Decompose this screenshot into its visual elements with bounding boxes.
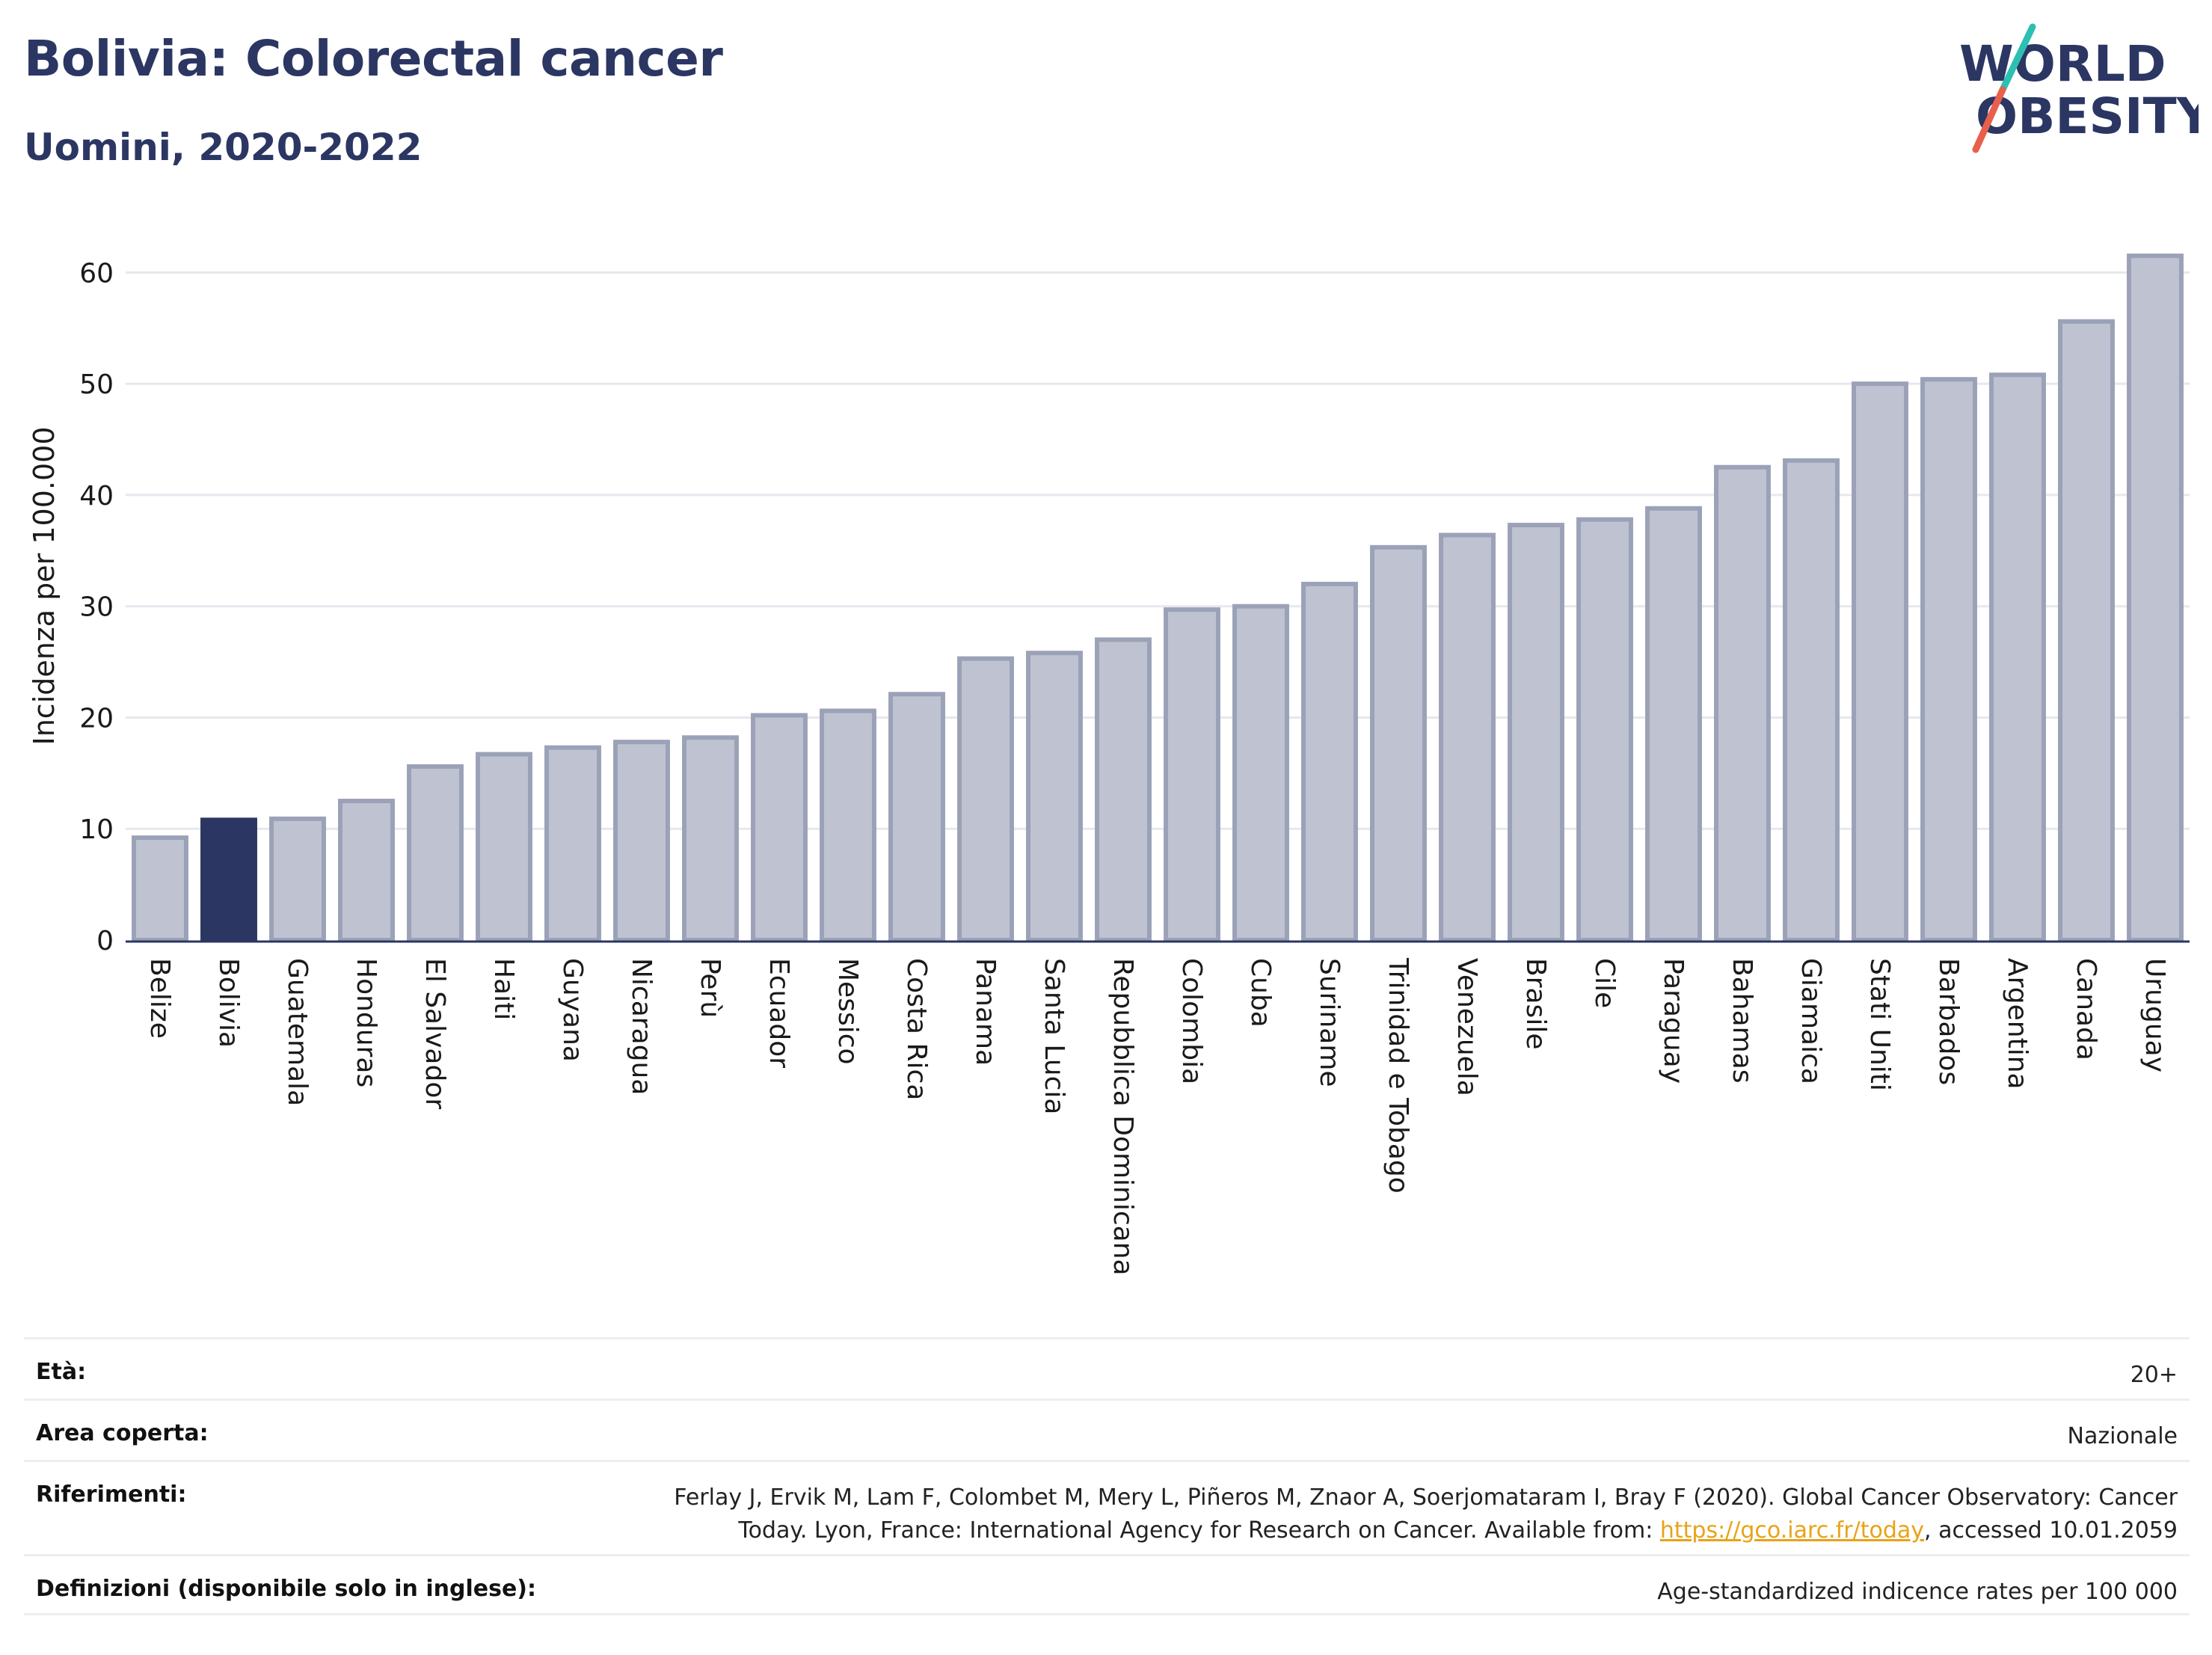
bar-haiti — [476, 752, 532, 942]
bar-trinidad-e-tobago — [1370, 544, 1427, 942]
y-tick-label: 0 — [96, 926, 114, 957]
meta-key-age: Età: — [36, 1359, 87, 1385]
x-tick-label: Cile — [1589, 958, 1620, 1008]
x-tick-label: Venezuela — [1451, 958, 1482, 1096]
gridlines — [126, 271, 2190, 830]
x-tick-label: Giamaica — [1795, 958, 1826, 1084]
bar-belize — [132, 835, 188, 943]
world-obesity-logo: WORLD OBESITY — [1959, 23, 2199, 153]
bar-guyana — [544, 745, 601, 942]
bar-cuba — [1232, 604, 1289, 942]
bar-bahamas — [1714, 464, 1771, 942]
bar-suriname — [1301, 581, 1358, 942]
y-tick-label: 60 — [79, 258, 114, 289]
meta-row-references: Riferimenti: Ferlay J, Ervik M, Lam F, C… — [24, 1460, 2190, 1554]
meta-value-area: Nazionale — [2067, 1423, 2178, 1449]
meta-row-area: Area coperta: Nazionale — [24, 1398, 2190, 1460]
bar-costa-rica — [888, 692, 945, 942]
bar-uruguay — [2127, 254, 2184, 943]
bar-chart: 0 10 20 30 40 50 60 Belize Bolivia Guatemala Hond… — [28, 254, 2190, 1276]
meta-value-age: 20+ — [2130, 1362, 2178, 1388]
x-tick-label: Suriname — [1314, 958, 1345, 1087]
bar-colombia — [1164, 607, 1220, 942]
bar-canada — [2058, 319, 2115, 942]
y-axis-label: Incidenza per 100.000 — [28, 427, 61, 746]
logo-line2: OBESITY — [1976, 87, 2199, 145]
x-tick-label: Guatemala — [282, 958, 313, 1106]
bar-stati-uniti — [1852, 381, 1908, 942]
x-tick-label: El Salvador — [420, 958, 450, 1109]
reference-text: Today. Lyon, France: International Agenc… — [738, 1517, 1660, 1544]
y-tick-label: 10 — [79, 814, 114, 845]
logo-slash-teal — [1999, 23, 2036, 93]
y-tick-label: 20 — [79, 703, 114, 734]
chart-subtitle: Uomini, 2020-2022 — [24, 126, 423, 169]
bar-venezuela — [1439, 532, 1496, 942]
bar-per- — [682, 735, 739, 942]
x-tick-label: Belize — [144, 958, 175, 1039]
x-tick-label: Nicaragua — [626, 958, 657, 1095]
x-tick-label: Brasile — [1520, 958, 1551, 1049]
x-tick-label: Stati Uniti — [1864, 958, 1895, 1091]
bar-cile — [1576, 517, 1633, 942]
bar-honduras — [338, 799, 395, 942]
y-tick-label: 30 — [79, 592, 114, 623]
x-tick-label: Bolivia — [213, 958, 244, 1048]
bar-messico — [820, 708, 876, 943]
bar-panama — [957, 656, 1014, 942]
x-tick-label: Honduras — [351, 958, 381, 1087]
x-tick-label: Bahamas — [1727, 958, 1757, 1084]
x-tick-label: Colombia — [1176, 958, 1207, 1084]
x-tick-label: Ecuador — [764, 958, 794, 1068]
bar-guatemala — [269, 816, 326, 943]
meta-key-definitions: Definizioni (disponibile solo in inglese… — [36, 1576, 536, 1602]
chart-title: Bolivia: Colorectal cancer — [24, 30, 723, 87]
x-tick-label: Haiti — [488, 958, 519, 1020]
logo-line1: WORLD — [1959, 35, 2166, 93]
x-tick-label: Santa Lucia — [1039, 958, 1069, 1114]
x-tick-label: Perù — [695, 958, 725, 1018]
y-axis-ticks: 0 10 20 30 40 50 60 — [79, 258, 114, 957]
bar-nicaragua — [613, 740, 670, 943]
meta-row-definitions: Definizioni (disponibile solo in inglese… — [24, 1554, 2190, 1615]
x-tick-label: Cuba — [1245, 958, 1276, 1028]
y-tick-label: 50 — [79, 369, 114, 400]
x-tick-label: Canada — [2071, 958, 2101, 1060]
x-tick-label: Trinidad e Tobago — [1383, 957, 1413, 1194]
y-tick-label: 40 — [79, 481, 114, 512]
x-tick-label: Costa Rica — [901, 958, 932, 1100]
x-tick-label: Barbados — [1933, 958, 1964, 1085]
meta-key-references: Riferimenti: — [36, 1481, 187, 1508]
bar-barbados — [1920, 377, 1977, 942]
meta-value-definitions: Age-standardized indicence rates per 100… — [1657, 1579, 2178, 1605]
meta-row-age: Età: 20+ — [24, 1337, 2190, 1398]
bar-argentina — [1989, 372, 2046, 942]
bar-giamaica — [1783, 458, 1840, 942]
bar-santa-lucia — [1026, 651, 1083, 943]
bar-el-salvador — [407, 764, 464, 943]
x-tick-label: Repubblica Dominicana — [1107, 958, 1138, 1276]
meta-value-references: Ferlay J, Ervik M, Lam F, Colombet M, Me… — [674, 1481, 2178, 1547]
bar-bolivia — [200, 817, 257, 942]
x-tick-label: Argentina — [2002, 958, 2033, 1090]
meta-key-area: Area coperta: — [36, 1420, 209, 1446]
bar-repubblica-dominicana — [1095, 637, 1152, 942]
bars — [132, 254, 2184, 943]
reference-line1: Ferlay J, Ervik M, Lam F, Colombet M, Me… — [674, 1484, 2178, 1511]
x-tick-label: Messico — [832, 958, 863, 1065]
bar-ecuador — [751, 713, 808, 942]
x-tick-label: Uruguay — [2139, 958, 2170, 1072]
x-axis-ticks: Belize Bolivia Guatemala Honduras El Salvado… — [144, 957, 2170, 1276]
metadata-table: Età: 20+ Area coperta: Nazionale Riferim… — [24, 1337, 2190, 1615]
x-tick-label: Panama — [970, 958, 1001, 1066]
logo-slash-coral — [1972, 86, 2006, 153]
x-tick-label: Paraguay — [1658, 958, 1689, 1084]
reference-accessed: , accessed 10.01.2059 — [1924, 1517, 2178, 1544]
bar-paraguay — [1645, 506, 1702, 942]
x-tick-label: Guyana — [557, 958, 588, 1062]
reference-link[interactable]: https://gco.iarc.fr/today — [1659, 1517, 1925, 1544]
bar-brasile — [1508, 523, 1564, 942]
